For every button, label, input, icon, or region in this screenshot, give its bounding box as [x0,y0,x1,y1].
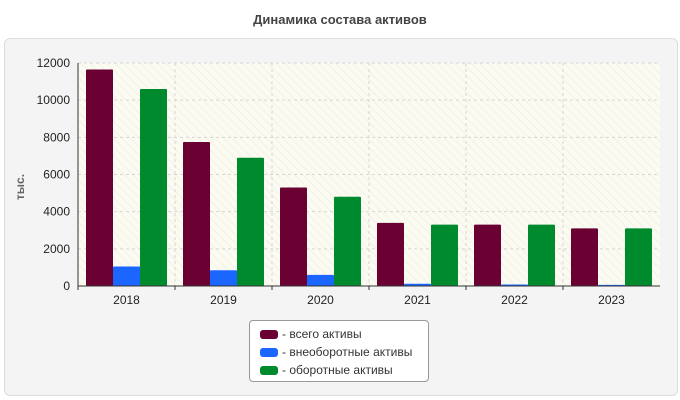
bar-3-2018 [140,89,167,287]
bar-3-2022 [528,224,555,286]
y-tick-label: 4000 [43,205,70,219]
bar-1-2023 [571,228,598,286]
y-tick-label: 10000 [37,93,71,107]
legend-swatch [260,365,278,375]
bar-3-2020 [334,196,361,286]
bar-1-2020 [280,187,307,286]
chart-title: Динамика состава активов [253,12,427,27]
bar-1-2022 [474,224,501,286]
bar-1-2021 [377,222,404,286]
y-tick-label: 0 [63,279,70,293]
y-axis-label: тыс. [13,173,27,201]
x-tick-label: 2022 [501,293,528,307]
x-tick-label: 2018 [113,293,140,307]
bar-3-2019 [237,157,264,286]
legend-item[interactable]: - оборотные активы [260,361,428,379]
bar-1-2018 [86,69,113,286]
legend-label: - оборотные активы [282,363,393,377]
y-tick-label: 8000 [43,130,70,144]
y-tick-label: 2000 [43,242,70,256]
y-tick-label: 12000 [37,56,71,70]
y-tick-label: 6000 [43,168,70,182]
legend-label: - внеоборотные активы [282,345,413,359]
bar-2-2021 [404,283,431,286]
bar-2-2018 [113,266,140,286]
x-tick-label: 2019 [210,293,237,307]
legend: - всего активы - внеоборотные активы - обо… [249,320,429,382]
legend-item[interactable]: - внеоборотные активы [260,343,428,361]
bar-3-2023 [625,228,652,286]
bar-2-2020 [307,274,334,286]
x-tick-label: 2023 [598,293,625,307]
legend-label: - всего активы [282,327,362,341]
bar-2-2019 [210,270,237,286]
bar-3-2021 [431,224,458,286]
legend-item[interactable]: - всего активы [260,325,428,343]
bar-1-2019 [183,141,210,286]
x-tick-label: 2021 [404,293,431,307]
legend-swatch [260,329,278,339]
x-tick-label: 2020 [307,293,334,307]
legend-swatch [260,347,278,357]
y-axis-label-box: тыс. [10,172,30,202]
